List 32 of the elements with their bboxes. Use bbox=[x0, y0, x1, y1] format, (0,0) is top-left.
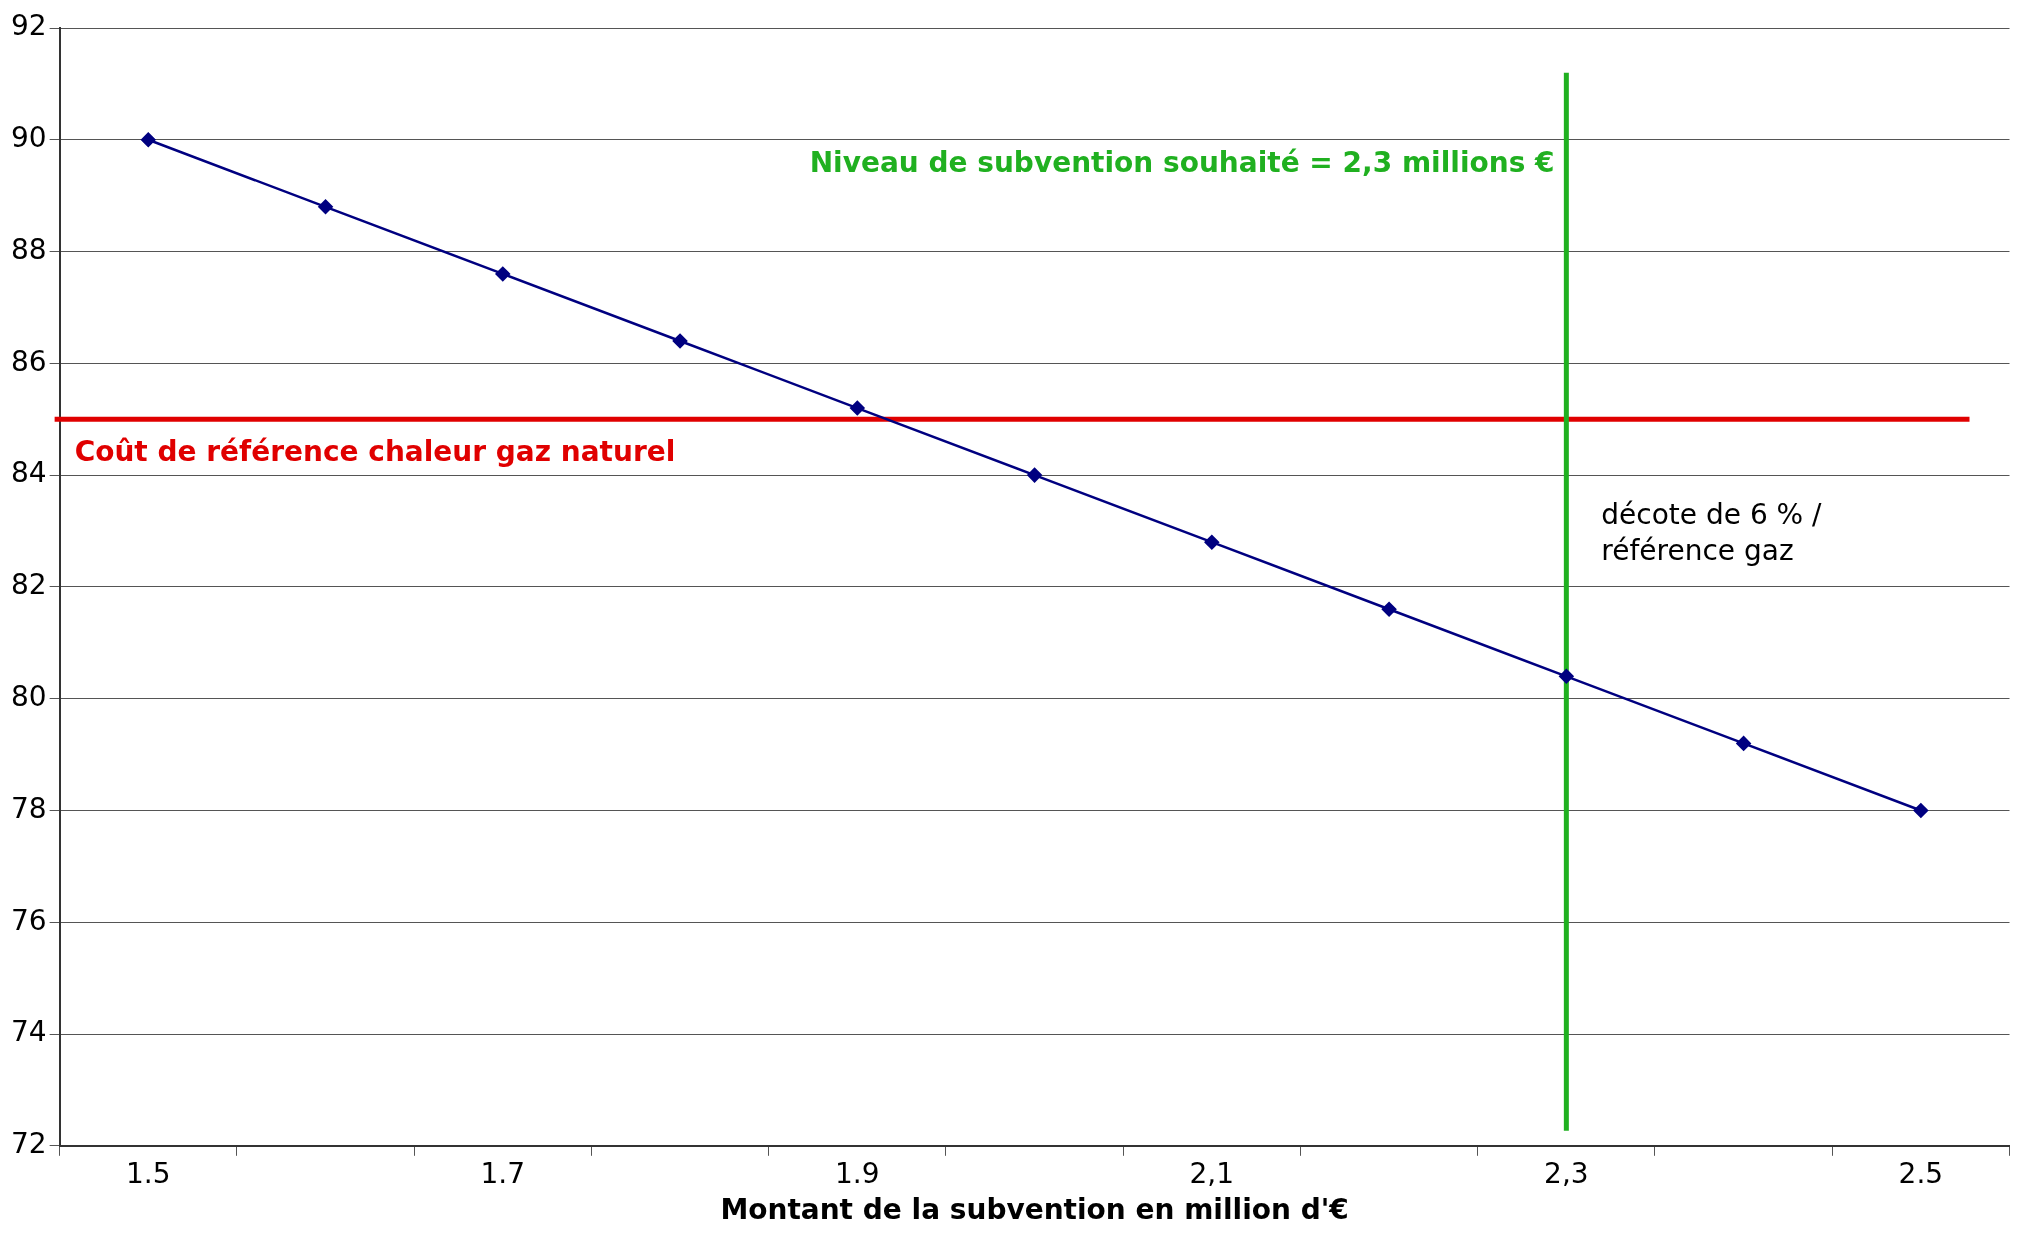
ref-line-label: Niveau de subvention souhaité = 2,3 millions € bbox=[809, 146, 1555, 180]
y-tick-label: 80 bbox=[10, 679, 47, 713]
point bbox=[1736, 736, 1751, 751]
point bbox=[1204, 534, 1220, 550]
point bbox=[1559, 669, 1574, 684]
y-tick-label: 82 bbox=[10, 568, 47, 602]
point bbox=[850, 400, 865, 416]
x-tick-label: 1.7 bbox=[480, 1156, 526, 1190]
y-tick-label: 90 bbox=[10, 121, 47, 155]
y-tick-label: 72 bbox=[10, 1127, 47, 1161]
point bbox=[1027, 467, 1042, 483]
x-tick-label: 1.9 bbox=[835, 1156, 880, 1190]
point bbox=[141, 132, 156, 148]
x-tick-label: 2.5 bbox=[1898, 1156, 1944, 1190]
y-tick-label: 88 bbox=[10, 232, 47, 266]
point bbox=[495, 266, 511, 282]
y-tick-label: 78 bbox=[10, 791, 47, 825]
point bbox=[318, 199, 333, 215]
annotation: décote de 6 % / référence gaz bbox=[1601, 498, 1823, 568]
ref-line-label: Coût de référence chaleur gaz naturel bbox=[74, 434, 676, 468]
y-tick-label: 84 bbox=[10, 456, 47, 490]
y-tick-label: 92 bbox=[10, 9, 47, 43]
y-tick-label: 86 bbox=[10, 344, 47, 378]
x-axis-title: Montant de la subvention en million d'€ bbox=[720, 1193, 1349, 1227]
x-tick-label: 1.5 bbox=[125, 1156, 171, 1190]
point bbox=[1381, 602, 1397, 617]
point bbox=[672, 333, 688, 349]
x-tick-label: 2,1 bbox=[1189, 1156, 1235, 1190]
x-tick-label: 2,3 bbox=[1544, 1156, 1589, 1190]
y-tick-label: 74 bbox=[10, 1015, 47, 1049]
point bbox=[1913, 803, 1929, 818]
y-tick-label: 76 bbox=[10, 903, 47, 937]
